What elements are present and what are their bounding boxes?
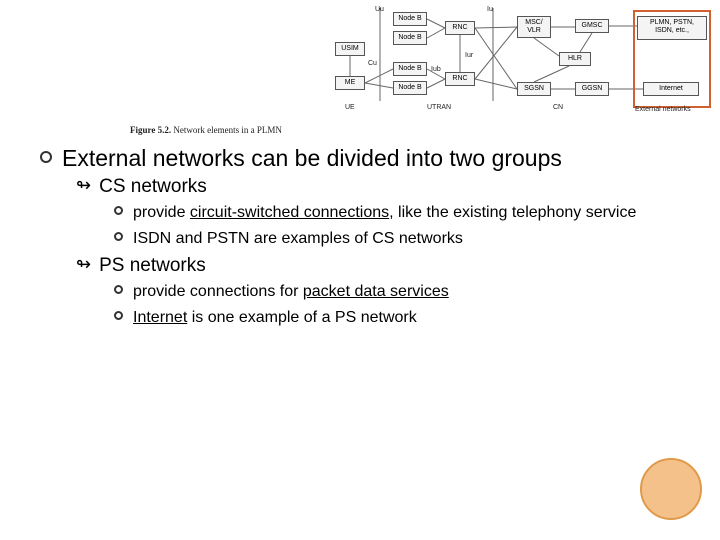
diagram-label: Uu (375, 6, 384, 13)
bullet-open-icon (114, 285, 123, 294)
node-ggsn: GGSN (575, 82, 609, 96)
diagram-label: External networks (635, 106, 691, 113)
bullet-level3: provide circuit-switched connections, li… (114, 202, 680, 224)
node-plmn: PLMN, PSTN, ISDN, etc., (637, 16, 707, 40)
cs-point-1: provide circuit-switched connections, li… (133, 202, 636, 224)
heading-text: External networks can be divided into tw… (62, 145, 562, 172)
node-rnc1: RNC (445, 21, 475, 35)
node-me: ME (335, 76, 365, 90)
bullet-open-icon (114, 206, 123, 215)
bullet-open-icon (114, 232, 123, 241)
bullet-squiggle-icon: ↬ (76, 255, 91, 273)
figure-caption: Figure 5.2. Network elements in a PLMN (130, 125, 282, 135)
diagram-label: Cu (368, 60, 377, 67)
caption-text: Network elements in a PLMN (171, 125, 282, 135)
node-nb1: Node B (393, 12, 427, 26)
decorative-circle (640, 458, 702, 520)
ps-point-2: Internet is one example of a PS network (133, 307, 417, 329)
plmn-diagram: USIM ME Node B Node B Node B Node B RNC RNC MSC/… (335, 6, 715, 136)
node-inet: Internet (643, 82, 699, 96)
bullet-level2: ↬ PS networks (76, 255, 680, 277)
node-usim: USIM (335, 42, 365, 56)
bullet-open-icon (114, 311, 123, 320)
ps-networks-title: PS networks (99, 255, 206, 277)
bullet-open-icon (40, 151, 52, 163)
bullet-level1: External networks can be divided into tw… (40, 145, 680, 172)
bullet-level2: ↬ CS networks (76, 176, 680, 198)
node-rnc2: RNC (445, 72, 475, 86)
cs-networks-title: CS networks (99, 176, 207, 198)
diagram-label: UTRAN (427, 104, 451, 111)
node-sgsn: SGSN (517, 82, 551, 96)
node-nb2: Node B (393, 31, 427, 45)
node-msc: MSC/ VLR (517, 16, 551, 38)
node-nb4: Node B (393, 81, 427, 95)
slide-content: External networks can be divided into tw… (40, 145, 680, 332)
diagram-label: Iur (465, 52, 473, 59)
diagram-label: Iu (487, 6, 493, 13)
bullet-level3: Internet is one example of a PS network (114, 307, 680, 329)
ps-point-1: provide connections for packet data serv… (133, 281, 449, 303)
bullet-level3: ISDN and PSTN are examples of CS network… (114, 228, 680, 250)
node-nb3: Node B (393, 62, 427, 76)
diagram-label: Iub (431, 66, 441, 73)
diagram-label: UE (345, 104, 355, 111)
caption-number: Figure 5.2. (130, 125, 171, 135)
node-gmsc: GMSC (575, 19, 609, 33)
bullet-level3: provide connections for packet data serv… (114, 281, 680, 303)
cs-point-2: ISDN and PSTN are examples of CS network… (133, 228, 463, 250)
node-hlr: HLR (559, 52, 591, 66)
diagram-label: CN (553, 104, 563, 111)
bullet-squiggle-icon: ↬ (76, 176, 91, 194)
